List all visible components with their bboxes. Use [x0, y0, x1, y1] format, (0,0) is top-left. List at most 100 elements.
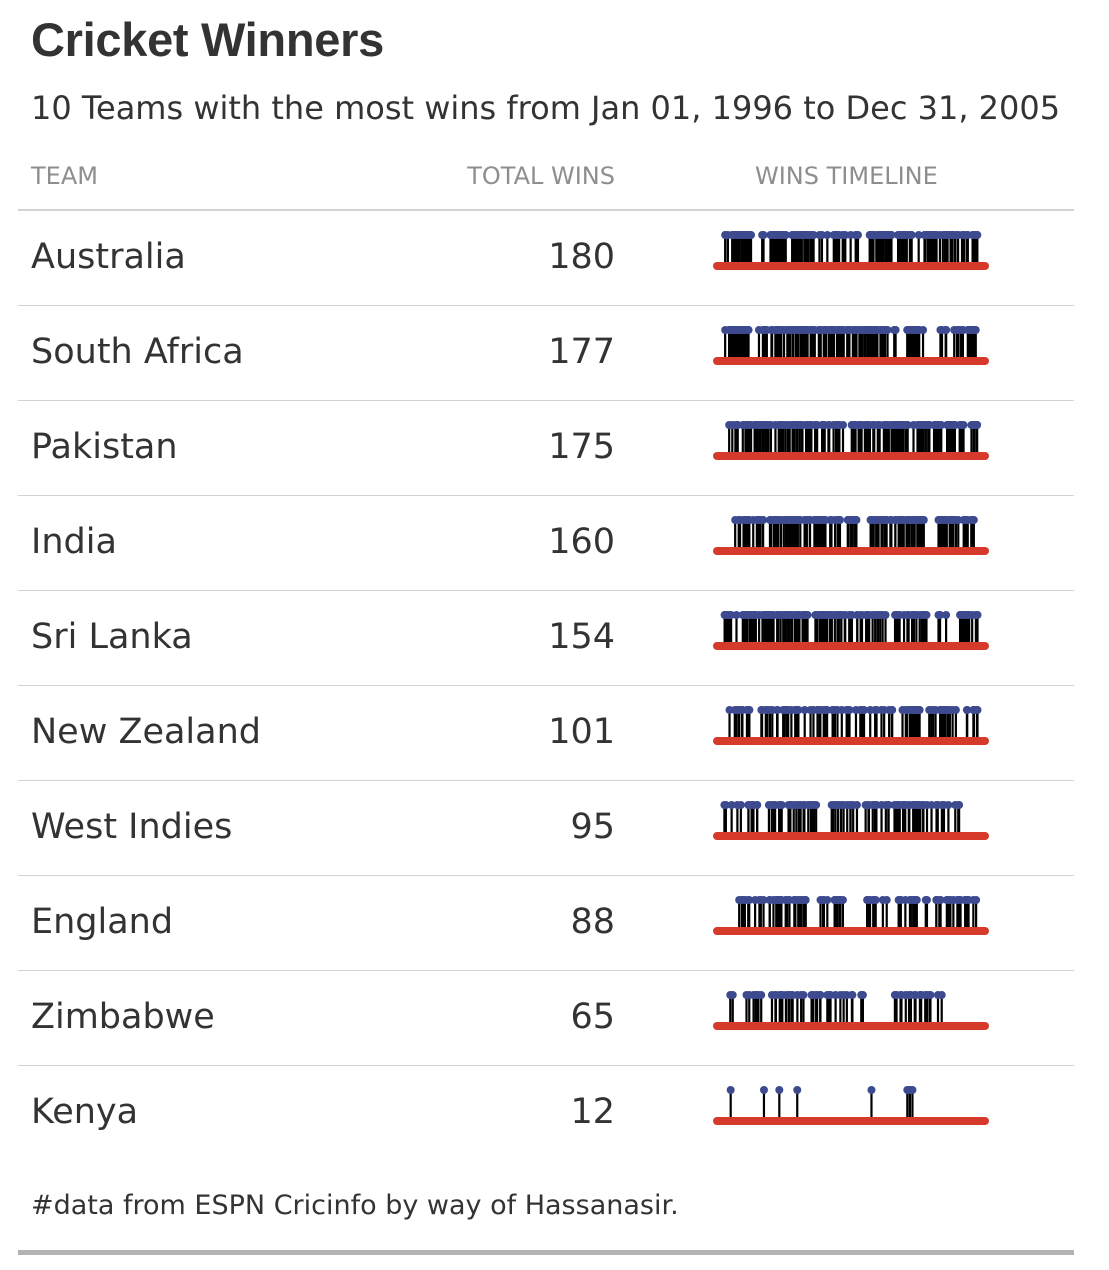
win-dot: [969, 516, 978, 524]
win-dot: [919, 326, 928, 334]
win-dot: [757, 991, 766, 999]
win-dot: [823, 231, 832, 239]
wins-timeline: [713, 611, 989, 650]
wins-timeline: [713, 326, 989, 365]
table-row: New Zealand 101: [18, 686, 1074, 781]
win-dot: [954, 516, 963, 524]
win-dot: [860, 706, 869, 714]
win-dot: [744, 326, 753, 334]
win-dot: [803, 611, 812, 619]
win-dot: [838, 896, 847, 904]
team-name: West Indies: [31, 807, 233, 847]
total-wins-value: 101: [548, 712, 615, 752]
total-wins-value: 160: [548, 522, 615, 562]
win-dot: [823, 896, 832, 904]
win-dot: [908, 1086, 917, 1094]
win-dot: [745, 706, 754, 714]
table-row: Pakistan 175: [18, 401, 1074, 496]
win-dot: [907, 231, 916, 239]
total-wins-value: 12: [570, 1092, 615, 1132]
wins-timeline: [713, 991, 989, 1030]
win-dot: [775, 1086, 784, 1094]
chart-title: Cricket Winners: [31, 13, 384, 66]
win-dot: [794, 706, 803, 714]
win-dot: [955, 801, 964, 809]
win-dot: [747, 231, 756, 239]
win-dot: [936, 611, 945, 619]
win-dot: [753, 801, 762, 809]
win-dot: [727, 801, 736, 809]
win-dot: [972, 896, 981, 904]
win-dot: [973, 231, 982, 239]
win-dot: [845, 706, 854, 714]
win-dot: [726, 1086, 735, 1094]
win-dot: [922, 896, 931, 904]
team-name: Kenya: [31, 1092, 139, 1132]
total-wins-value: 177: [548, 332, 615, 372]
win-dot: [728, 991, 737, 999]
wins-timeline: [713, 801, 989, 840]
team-name: England: [31, 902, 174, 942]
total-wins-value: 65: [570, 997, 615, 1037]
wins-table: TEAM TOTAL WINS WINS TIMELINE Australia 1…: [18, 150, 1074, 1160]
win-dot: [858, 991, 867, 999]
win-dot: [759, 516, 768, 524]
team-name: Australia: [31, 237, 186, 277]
win-dot: [959, 421, 968, 429]
win-dot: [852, 801, 861, 809]
win-dot: [745, 896, 754, 904]
win-dot: [903, 421, 912, 429]
win-dot: [732, 611, 741, 619]
win-dot: [799, 991, 808, 999]
total-wins-value: 180: [548, 237, 615, 277]
total-wins-value: 95: [570, 807, 615, 847]
win-dot: [973, 421, 982, 429]
win-dot: [937, 421, 946, 429]
win-dot: [823, 706, 832, 714]
table-row: India 160: [18, 496, 1074, 591]
win-dot: [835, 516, 844, 524]
total-wins-value: 154: [548, 617, 615, 657]
table-row: South Africa 177: [18, 306, 1074, 401]
win-dot: [881, 611, 890, 619]
win-dot: [839, 421, 848, 429]
table-row: West Indies 95: [18, 781, 1074, 876]
win-dot: [759, 896, 768, 904]
win-dot: [937, 991, 946, 999]
win-dot: [736, 801, 745, 809]
win-dot: [812, 801, 821, 809]
column-header-wins-timeline: WINS TIMELINE: [755, 162, 938, 190]
win-dot: [853, 231, 862, 239]
win-dot: [871, 896, 880, 904]
win-dot: [915, 706, 924, 714]
win-dot: [884, 801, 893, 809]
win-dot: [781, 231, 790, 239]
win-dot: [936, 896, 945, 904]
team-name: Pakistan: [31, 427, 178, 467]
wins-timeline: [713, 421, 989, 460]
table-row: England 88: [18, 876, 1074, 971]
win-dot: [777, 801, 786, 809]
team-name: Zimbabwe: [31, 997, 215, 1037]
win-dot: [891, 326, 900, 334]
win-dot: [914, 231, 923, 239]
wins-timeline: [713, 706, 989, 745]
win-dot: [942, 611, 951, 619]
column-header-total-wins: TOTAL WINS: [467, 162, 615, 190]
total-wins-value: 175: [548, 427, 615, 467]
win-dot: [867, 1086, 876, 1094]
win-dot: [759, 1086, 768, 1094]
table-row: Kenya 12: [18, 1066, 1074, 1160]
win-dot: [816, 991, 825, 999]
win-dot: [963, 706, 972, 714]
table-row: Zimbabwe 65: [18, 971, 1074, 1066]
win-dot: [848, 991, 857, 999]
table-header: TEAM TOTAL WINS WINS TIMELINE: [18, 150, 1074, 211]
win-dot: [973, 706, 982, 714]
team-name: India: [31, 522, 117, 562]
team-name: New Zealand: [31, 712, 261, 752]
win-dot: [882, 896, 891, 904]
win-dot: [852, 516, 861, 524]
source-note: #data from ESPN Cricinfo by way of Hassa…: [31, 1190, 679, 1221]
chart-subtitle: 10 Teams with the most wins from Jan 01,…: [31, 89, 1061, 127]
